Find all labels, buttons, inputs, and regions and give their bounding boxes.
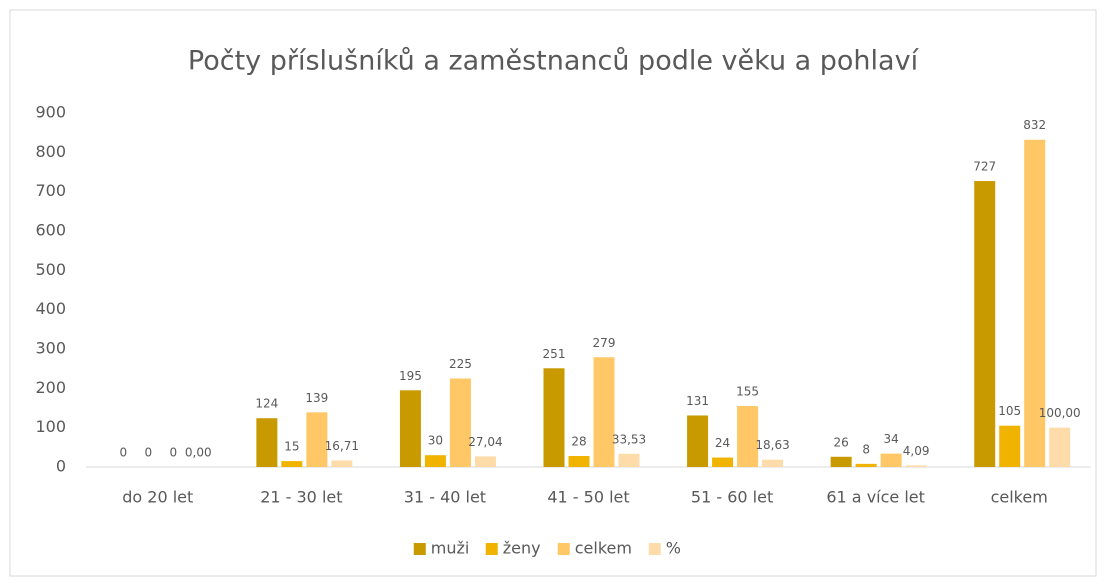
legend-label: muži [431, 539, 470, 558]
value-label: 139 [305, 391, 328, 405]
y-tick-label: 400 [35, 299, 66, 318]
bar [880, 453, 902, 467]
y-tick-label: 500 [35, 260, 66, 279]
bar [762, 459, 784, 467]
bar [1024, 139, 1046, 467]
value-label: 33,53 [612, 432, 646, 446]
bar [974, 181, 996, 467]
bar [449, 378, 471, 467]
bar [424, 455, 446, 467]
bar [999, 425, 1021, 467]
legend-label: ženy [503, 539, 541, 558]
value-label: 30 [428, 434, 443, 448]
bar [905, 465, 927, 467]
value-label: 251 [543, 347, 566, 361]
y-tick-label: 900 [35, 103, 66, 122]
value-label: 0 [169, 446, 177, 460]
bar [543, 368, 565, 467]
x-tick-label: do 20 let [122, 488, 193, 507]
value-label: 18,63 [755, 438, 789, 452]
y-tick-label: 800 [35, 142, 66, 161]
bar [474, 456, 496, 467]
value-label: 34 [884, 432, 899, 446]
value-label: 727 [973, 160, 996, 174]
value-label: 0,00 [185, 446, 212, 460]
chart-title: Počty příslušníků a zaměstnanců podle vě… [188, 46, 920, 77]
value-label: 131 [686, 394, 709, 408]
y-tick-label: 200 [35, 378, 66, 397]
bar [737, 406, 759, 467]
bar [712, 457, 734, 467]
x-tick-label: 51 - 60 let [691, 488, 773, 507]
value-label: 124 [255, 397, 278, 411]
value-label: 24 [715, 436, 730, 450]
y-tick-label: 300 [35, 339, 66, 358]
value-label: 16,71 [325, 439, 359, 453]
y-tick-label: 600 [35, 221, 66, 240]
bar [281, 461, 303, 467]
value-label: 0 [144, 446, 152, 460]
bar [1049, 427, 1071, 467]
legend-swatch [557, 543, 570, 555]
x-tick-label: celkem [991, 488, 1048, 507]
x-tick-label: 31 - 40 let [404, 488, 486, 507]
value-label: 279 [593, 336, 616, 350]
value-label: 105 [998, 404, 1021, 418]
value-label: 28 [571, 434, 586, 448]
value-label: 27,04 [468, 435, 502, 449]
legend-swatch [648, 543, 661, 555]
bar [399, 390, 421, 467]
legend-swatch [485, 543, 498, 555]
bar [568, 455, 590, 467]
bar [687, 415, 709, 467]
value-label: 26 [834, 435, 849, 449]
bar [331, 460, 353, 467]
legend-label: % [666, 539, 681, 558]
value-label: 225 [449, 357, 472, 371]
bar [256, 418, 278, 467]
y-tick-label: 700 [35, 181, 66, 200]
bar [593, 357, 615, 467]
x-tick-label: 21 - 30 let [260, 488, 342, 507]
value-label: 155 [736, 385, 759, 399]
chart-frame [9, 9, 1097, 577]
value-label: 832 [1023, 118, 1046, 132]
legend-swatch [413, 543, 426, 555]
x-tick-label: 61 a více let [826, 488, 925, 507]
value-label: 195 [399, 369, 422, 383]
value-label: 100,00 [1039, 406, 1081, 420]
bar [830, 456, 852, 467]
value-label: 4,09 [903, 444, 930, 458]
value-label: 15 [284, 440, 299, 454]
value-label: 8 [862, 442, 870, 456]
y-tick-label: 100 [35, 417, 66, 436]
y-tick-label: 0 [56, 457, 66, 476]
bar [618, 453, 640, 467]
bar [855, 463, 877, 467]
value-label: 0 [119, 446, 127, 460]
x-tick-label: 41 - 50 let [547, 488, 629, 507]
bar [306, 412, 328, 467]
legend-label: celkem [575, 539, 632, 558]
